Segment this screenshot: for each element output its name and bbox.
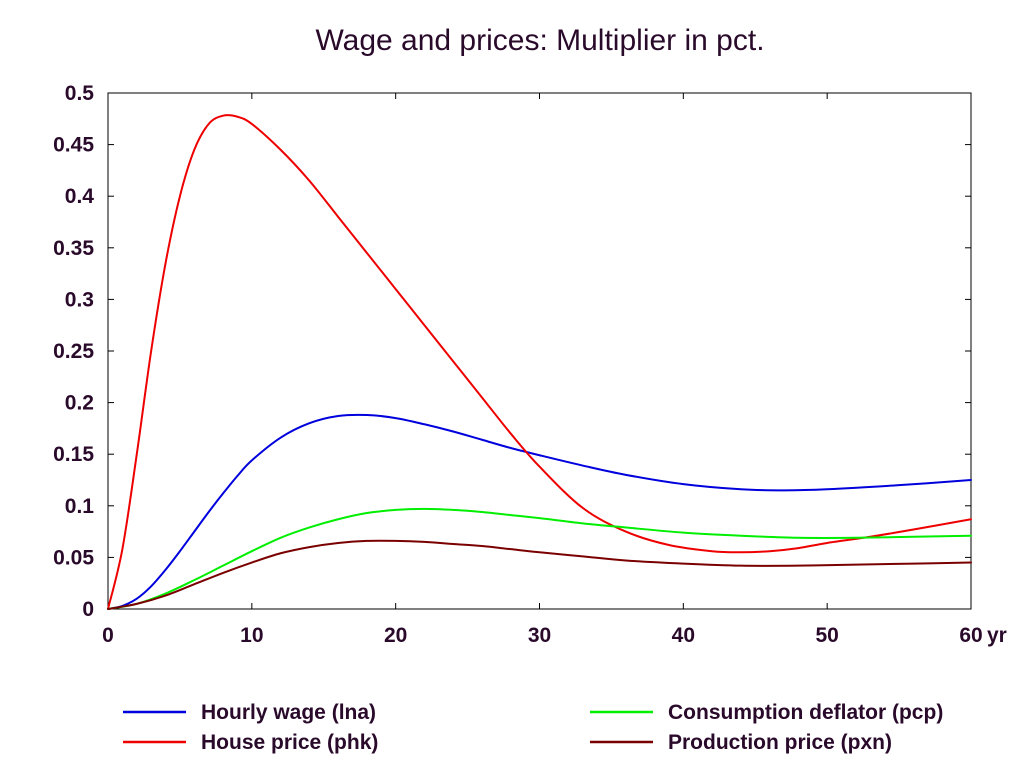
y-tick-label: 0.05	[53, 546, 94, 569]
legend-item-consumption-deflator-pcp: Consumption deflator (pcp)	[590, 701, 943, 724]
series-line-consumption-deflator-pcp	[107, 507, 972, 610]
legend-label: House price (phk)	[201, 731, 378, 754]
series-line-house-price-phk	[107, 114, 972, 610]
y-tick-label: 0.25	[53, 340, 94, 363]
y-tick-label: 0.45	[53, 134, 94, 157]
x-tick-label: 50	[815, 624, 838, 647]
series-lines	[107, 114, 972, 610]
x-tick-label: 60	[959, 624, 982, 647]
x-tick-label: 20	[384, 624, 407, 647]
legend-item-house-price-phk: House price (phk)	[123, 731, 378, 754]
legend-label: Production price (pxn)	[668, 731, 892, 754]
legend-label: Consumption deflator (pcp)	[668, 701, 943, 724]
y-tick-label: 0.35	[53, 237, 94, 260]
legend-label: Hourly wage (lna)	[201, 701, 376, 724]
plot-frame	[107, 92, 972, 610]
chart-title: Wage and prices: Multiplier in pct.	[315, 24, 764, 57]
y-tick-label: 0.5	[65, 82, 95, 105]
legend: Hourly wage (lna) House price (phk) Consum…	[123, 701, 943, 754]
series-line-hourly-wage-lna	[107, 413, 972, 610]
x-unit-label: yr	[987, 624, 1007, 647]
x-tick-label: 40	[672, 624, 695, 647]
x-axis: 0 10 20 30 40 50 60 yr	[102, 93, 1007, 647]
y-tick-label: 0.15	[53, 443, 94, 466]
x-tick-label: 30	[528, 624, 551, 647]
x-tick-label: 0	[102, 624, 114, 647]
y-tick-label: 0.3	[65, 288, 94, 311]
series-line-production-price-pxn	[107, 539, 972, 610]
y-tick-label: 0.2	[65, 392, 94, 415]
y-tick-label: 0.4	[65, 185, 95, 208]
x-tick-label: 10	[240, 624, 263, 647]
legend-item-production-price-pxn: Production price (pxn)	[590, 731, 892, 754]
y-axis: 0 0.05 0.1 0.15 0.2 0.25 0.3 0.35 0.4 0.45 0.5	[53, 82, 971, 621]
legend-item-hourly-wage-lna: Hourly wage (lna)	[123, 701, 376, 724]
y-tick-label: 0.1	[65, 495, 95, 518]
y-tick-label: 0	[82, 598, 94, 621]
